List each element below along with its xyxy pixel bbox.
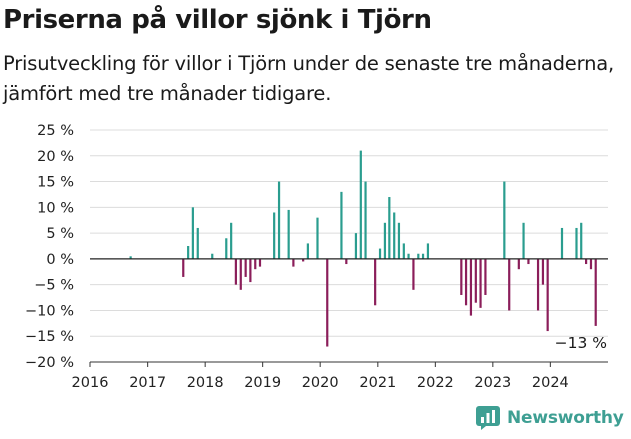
- bar: [585, 258, 588, 265]
- grid-lines: [90, 129, 608, 363]
- x-tick-label: 2021: [359, 375, 396, 391]
- x-tick-label: 2018: [187, 375, 224, 391]
- newsworthy-logo: Newsworthy: [475, 405, 624, 431]
- bar: [407, 253, 410, 259]
- bar: [316, 217, 319, 259]
- bar: [326, 258, 329, 347]
- bar: [393, 212, 396, 259]
- bar: [340, 191, 343, 259]
- bar: [464, 258, 468, 306]
- bar: [417, 253, 420, 259]
- y-tick-label: −10 %: [25, 303, 74, 319]
- last-value-label: −13 %: [555, 334, 607, 352]
- y-tick-label: 15 %: [37, 175, 74, 191]
- bar: [397, 222, 401, 259]
- y-tick-label: 10 %: [37, 200, 74, 216]
- bar: [383, 222, 387, 259]
- bar: [517, 258, 520, 270]
- chart-subtitle: Prisutveckling för villor i Tjörn under …: [3, 52, 614, 105]
- bar: [359, 150, 362, 259]
- x-tick-label: 2023: [474, 375, 511, 391]
- bar: [575, 227, 578, 259]
- bar: [196, 227, 199, 259]
- bar: [541, 258, 545, 285]
- x-tick-label: 2024: [532, 375, 569, 391]
- bar: [191, 207, 194, 259]
- x-tick-label: 2020: [302, 375, 339, 391]
- x-tick-label: 2022: [417, 375, 454, 391]
- bars: [129, 150, 597, 347]
- bar: [594, 258, 597, 326]
- bar: [345, 258, 348, 265]
- bar: [503, 181, 506, 259]
- y-axis-labels: 25 % 20 % 15 % 10 % 5 % 0 % −5 % −10 % −15 % −20 …: [25, 123, 74, 371]
- bar: [508, 258, 511, 311]
- y-tick-label: 25 %: [37, 123, 74, 139]
- bar: [306, 243, 309, 259]
- bar: [277, 181, 281, 259]
- bar: [211, 253, 214, 259]
- bar: [258, 258, 262, 267]
- brand-name: Newsworthy: [507, 408, 624, 428]
- bar: [273, 212, 276, 259]
- bar: [187, 246, 190, 259]
- bar: [244, 258, 247, 277]
- bar: [402, 243, 405, 259]
- y-tick-label: −20 %: [25, 355, 74, 371]
- bar: [182, 258, 185, 277]
- bar: [479, 258, 482, 308]
- bar: [412, 258, 415, 290]
- bar: [426, 243, 430, 259]
- bar: [287, 209, 290, 259]
- bar: [527, 258, 530, 265]
- bar: [302, 258, 305, 262]
- bar: [460, 258, 463, 295]
- bar: [225, 238, 228, 259]
- bar: [589, 258, 593, 270]
- bar: [536, 258, 540, 311]
- x-axis: 2016 2017 2018 2019 2020 2021 2022 2023 2024: [72, 258, 608, 391]
- bar: [374, 258, 377, 306]
- bar: [546, 258, 549, 332]
- bar: [234, 258, 237, 285]
- y-tick-label: −15 %: [25, 329, 74, 345]
- y-tick-label: −5 %: [34, 278, 74, 294]
- bar: [580, 222, 583, 259]
- bar: [249, 258, 252, 283]
- bar: [254, 258, 257, 270]
- bar: [484, 258, 487, 295]
- newsworthy-icon: [476, 406, 500, 430]
- bar: [364, 181, 367, 259]
- x-tick-label: 2019: [244, 375, 281, 391]
- bar: [474, 258, 477, 303]
- bar: [354, 233, 358, 259]
- bar: [469, 258, 473, 316]
- bar: [378, 248, 382, 259]
- bar: [522, 222, 525, 259]
- bar: [239, 258, 242, 290]
- y-tick-label: 0 %: [46, 252, 74, 268]
- bar: [129, 256, 132, 259]
- y-tick-label: 20 %: [37, 149, 74, 165]
- annotations: −13 %: [555, 334, 607, 352]
- bar: [421, 253, 425, 259]
- x-tick-label: 2017: [129, 375, 166, 391]
- bar: [388, 197, 391, 259]
- chart-title: Priserna på villor sjönk i Tjörn: [3, 5, 432, 35]
- y-tick-label: 5 %: [46, 226, 74, 242]
- x-tick-label: 2016: [72, 375, 109, 391]
- bar: [292, 258, 295, 267]
- bar: [560, 227, 564, 259]
- bar: [230, 222, 233, 259]
